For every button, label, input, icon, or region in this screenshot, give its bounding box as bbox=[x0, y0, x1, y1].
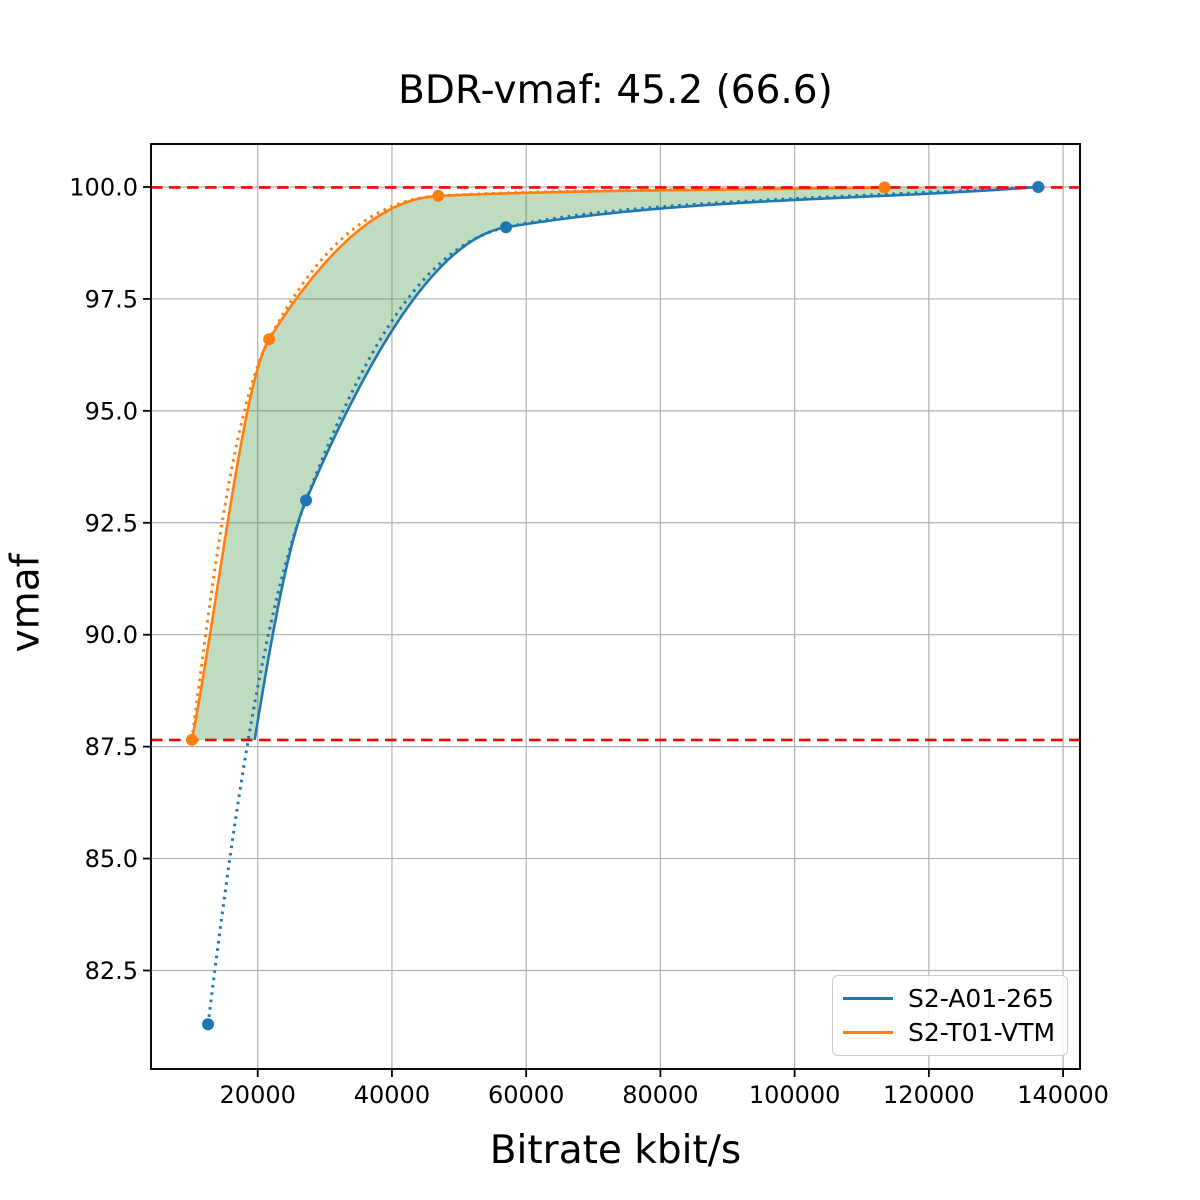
x-tick-label: 80000 bbox=[622, 1081, 698, 1109]
data-point-marker-s2-t01-vtm bbox=[878, 181, 891, 194]
chart-title: BDR-vmaf: 45.2 (66.6) bbox=[398, 68, 833, 113]
x-tick-label: 140000 bbox=[1017, 1081, 1109, 1109]
y-tick-label: 97.5 bbox=[85, 285, 138, 313]
legend-line-sample-orange bbox=[843, 1031, 893, 1034]
y-tick-label: 87.5 bbox=[85, 733, 138, 761]
x-tick-label: 40000 bbox=[354, 1081, 430, 1109]
legend-line-sample-blue bbox=[843, 997, 893, 1000]
data-point-marker-s2-t01-vtm bbox=[263, 333, 276, 346]
legend-entry-s2-a01-265: S2-A01-265 bbox=[843, 986, 1055, 1011]
y-tick-label: 92.5 bbox=[85, 509, 138, 537]
x-tick-label: 60000 bbox=[488, 1081, 564, 1109]
legend-label: S2-A01-265 bbox=[908, 984, 1054, 1013]
axes-spines bbox=[150, 143, 1081, 1070]
y-axis-label: vmaf bbox=[3, 553, 49, 653]
y-tick-label: 85.0 bbox=[85, 845, 138, 873]
y-tick-label: 100.0 bbox=[69, 173, 138, 201]
data-point-marker-s2-a01-265 bbox=[202, 1018, 215, 1031]
x-tick-label: 120000 bbox=[883, 1081, 975, 1109]
data-point-marker-s2-a01-265 bbox=[1032, 180, 1045, 193]
series-curve-s2-a01-265 bbox=[253, 185, 1039, 741]
x-tick-label: 20000 bbox=[220, 1081, 296, 1109]
y-tick-label: 82.5 bbox=[85, 957, 138, 985]
x-tick-label: 100000 bbox=[749, 1081, 841, 1109]
x-axis-label: Bitrate kbit/s bbox=[489, 1128, 742, 1173]
data-point-marker-s2-t01-vtm bbox=[432, 189, 445, 202]
legend-label: S2-T01-VTM bbox=[908, 1018, 1056, 1047]
data-point-marker-s2-a01-265 bbox=[300, 494, 313, 507]
series-curve-s2-t01-vtm bbox=[190, 186, 885, 741]
data-point-marker-s2-a01-265 bbox=[500, 221, 513, 234]
y-tick-label: 90.0 bbox=[85, 621, 138, 649]
data-point-marker-s2-t01-vtm bbox=[185, 733, 198, 746]
legend-entry-s2-t01-vtm: S2-T01-VTM bbox=[843, 1020, 1055, 1045]
series-dotted-curve-s2-a01-265 bbox=[206, 185, 1039, 1025]
legend-box: S2-A01-265 S2-T01-VTM bbox=[832, 975, 1068, 1056]
y-tick-label: 95.0 bbox=[85, 397, 138, 425]
